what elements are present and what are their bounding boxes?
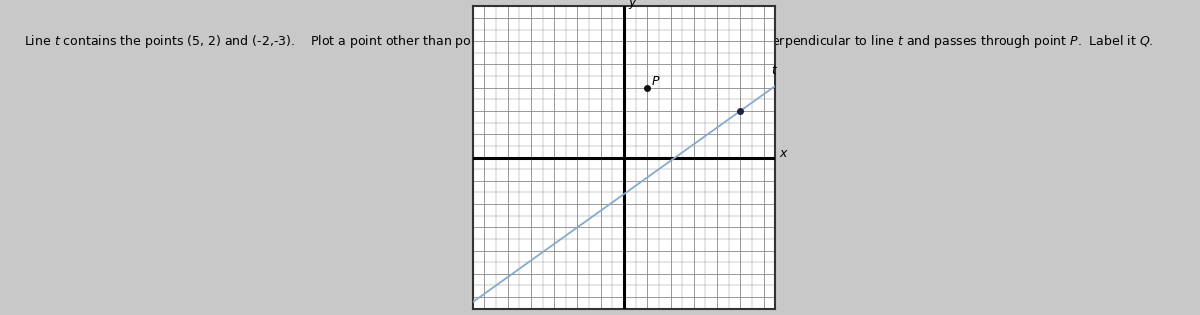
Text: $x$: $x$ xyxy=(779,147,788,160)
Text: $P$: $P$ xyxy=(650,75,660,89)
Text: Line $t$ contains the points (5, 2) and (-2,-3).    Plot a point other than poin: Line $t$ contains the points (5, 2) and … xyxy=(24,33,1153,50)
Text: $y$: $y$ xyxy=(628,0,638,11)
Text: $t$: $t$ xyxy=(770,65,778,77)
